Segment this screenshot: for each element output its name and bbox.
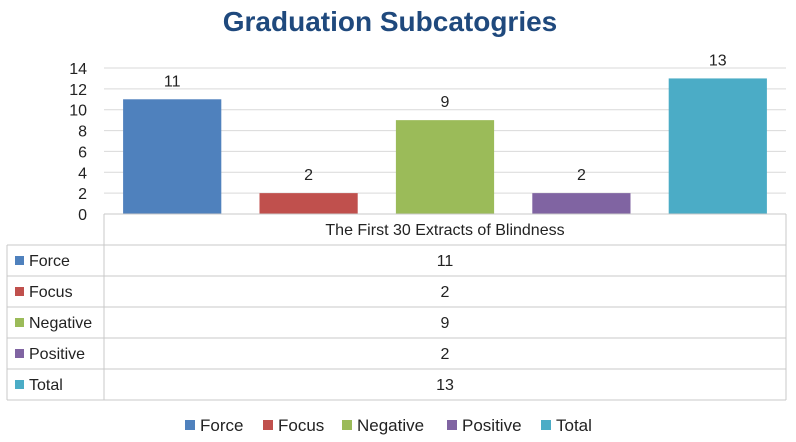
table-value: 11	[437, 253, 454, 270]
y-tick-label: 6	[78, 144, 87, 161]
bar-force	[123, 99, 222, 214]
table-series-name: Focus	[29, 284, 73, 301]
table-value: 9	[441, 315, 450, 332]
y-tick-label: 10	[69, 103, 87, 120]
y-tick-label: 12	[69, 82, 87, 99]
table-series-name: Positive	[29, 346, 85, 363]
table-value: 2	[441, 284, 450, 301]
data-label-negative: 9	[441, 94, 450, 111]
bars	[123, 78, 767, 214]
data-label-focus: 2	[304, 167, 313, 184]
table-series-name: Total	[29, 377, 63, 394]
y-tick-label: 4	[78, 165, 87, 182]
table-swatch-positive	[15, 349, 24, 358]
y-tick-label: 8	[78, 124, 87, 141]
y-tick-label: 14	[69, 61, 87, 78]
data-label-total: 13	[709, 52, 727, 69]
legend-label-force: Force	[200, 416, 243, 435]
bar-total	[668, 78, 767, 214]
table-swatch-negative	[15, 318, 24, 327]
table-swatch-force	[15, 256, 24, 265]
table-swatch-total	[15, 380, 24, 389]
table-value: 2	[441, 346, 450, 363]
data-table: The First 30 Extracts of Blindness Force 1…	[6, 213, 787, 401]
legend-label-positive: Positive	[462, 416, 522, 435]
bar-negative	[395, 120, 495, 214]
table-series-name: Negative	[29, 315, 92, 332]
data-label-positive: 2	[577, 167, 586, 184]
y-axis: 0 2 4 6 8 10 12 14	[69, 61, 87, 224]
legend-label-negative: Negative	[357, 416, 424, 435]
legend-swatch-negative	[342, 420, 352, 430]
legend: Force Focus Negative Positive Total	[185, 416, 592, 435]
data-label-force: 11	[164, 73, 181, 90]
chart-title: Graduation Subcatogries	[223, 6, 558, 37]
legend-swatch-focus	[263, 420, 273, 430]
category-label: The First 30 Extracts of Blindness	[325, 222, 564, 239]
bar-focus	[259, 193, 358, 214]
legend-swatch-force	[185, 420, 195, 430]
data-labels: 11 2 9 2 13	[164, 52, 727, 184]
legend-label-focus: Focus	[278, 416, 324, 435]
y-tick-label: 0	[78, 207, 87, 224]
legend-swatch-positive	[447, 420, 457, 430]
legend-label-total: Total	[556, 416, 592, 435]
table-swatch-focus	[15, 287, 24, 296]
legend-swatch-total	[541, 420, 551, 430]
y-tick-label: 2	[78, 186, 87, 203]
table-value: 13	[436, 377, 454, 394]
table-series-name: Force	[29, 253, 70, 270]
bar-positive	[532, 193, 631, 214]
